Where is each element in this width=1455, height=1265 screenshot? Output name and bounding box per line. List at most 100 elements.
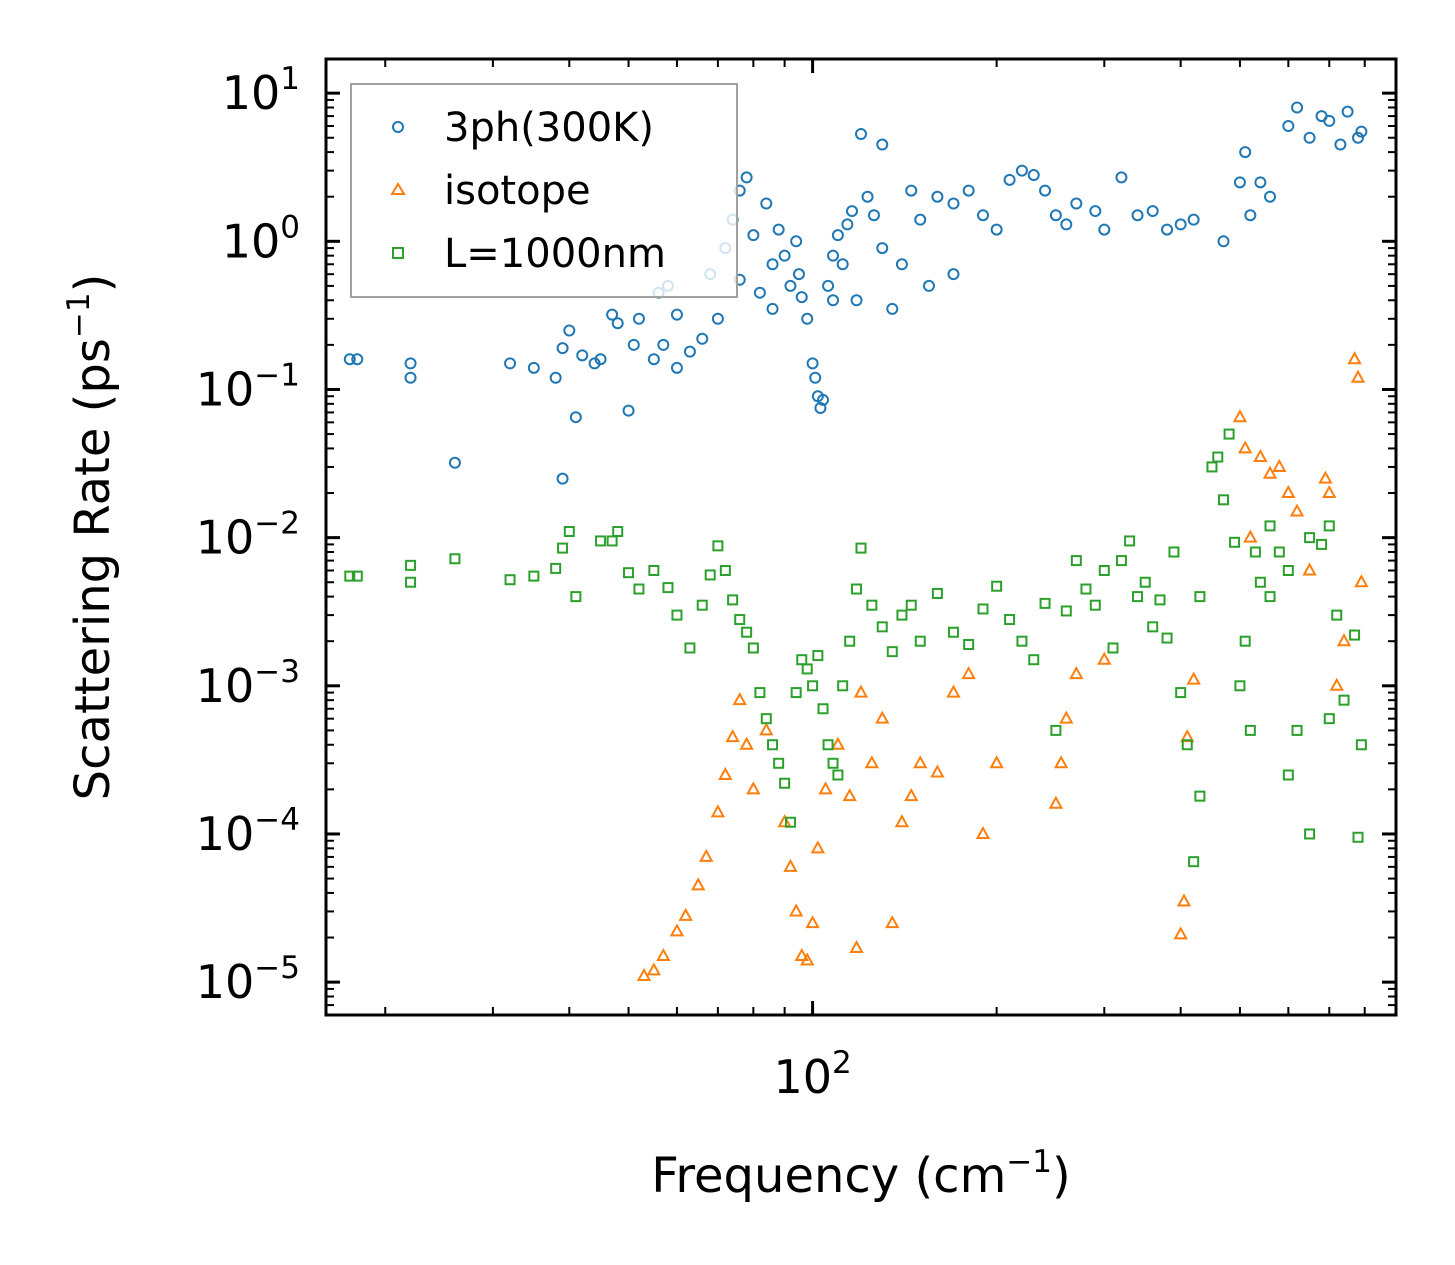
data-point xyxy=(504,574,516,586)
data-point xyxy=(947,626,959,638)
data-point xyxy=(747,642,759,654)
data-point xyxy=(905,599,917,611)
data-point xyxy=(623,567,635,579)
series-2 xyxy=(344,428,1367,868)
data-point xyxy=(767,739,779,751)
y-axis-label-tail: ) xyxy=(65,274,121,293)
legend-label-3ph: 3ph(300K) xyxy=(444,105,654,151)
data-point xyxy=(683,345,696,358)
data-point xyxy=(812,650,824,662)
data-point xyxy=(885,915,900,929)
data-point xyxy=(930,764,945,778)
data-point xyxy=(1069,665,1084,680)
data-point xyxy=(1188,856,1200,868)
data-point xyxy=(817,703,829,715)
data-point xyxy=(732,692,747,706)
data-point xyxy=(977,603,989,615)
data-point xyxy=(1336,633,1352,647)
data-point xyxy=(753,286,766,299)
data-point xyxy=(576,349,589,362)
data-point xyxy=(947,197,960,210)
data-point xyxy=(747,229,760,242)
data-point xyxy=(977,209,990,222)
data-point xyxy=(1244,724,1256,736)
data-point xyxy=(594,353,607,366)
data-point xyxy=(814,401,827,414)
data-point xyxy=(849,939,864,953)
data-point xyxy=(527,361,540,374)
data-point xyxy=(855,542,867,554)
data-point xyxy=(1323,520,1335,532)
data-point xyxy=(1262,465,1278,479)
data-point xyxy=(1218,494,1230,506)
data-point xyxy=(1173,926,1188,940)
data-point xyxy=(989,755,1004,769)
data-point xyxy=(1147,621,1159,633)
data-point xyxy=(788,903,804,917)
data-point xyxy=(827,757,839,769)
data-point xyxy=(837,680,849,692)
data-point xyxy=(963,639,975,651)
x-axis-label-tail: ) xyxy=(1052,1148,1071,1204)
data-point xyxy=(1282,120,1295,133)
data-point xyxy=(961,665,976,680)
x-axis-label-main: Frequency (cm xyxy=(651,1148,1006,1204)
data-point xyxy=(1264,520,1276,532)
data-point xyxy=(962,184,975,197)
data-point xyxy=(1352,831,1364,843)
data-point xyxy=(1303,131,1316,144)
data-point xyxy=(1264,591,1276,603)
data-point xyxy=(662,582,674,594)
data-point xyxy=(1187,213,1200,226)
data-point xyxy=(1003,173,1016,186)
data-point xyxy=(861,190,874,203)
data-point xyxy=(1272,458,1287,472)
x-tick-labels: 102 xyxy=(773,1045,851,1104)
y-tick-labels: 101 100 10−1 10−2 10−3 10−4 10−5 xyxy=(196,61,300,1009)
data-point xyxy=(556,342,569,355)
data-point xyxy=(1107,642,1119,654)
data-point xyxy=(1060,605,1072,617)
data-point xyxy=(1355,739,1367,751)
data-point xyxy=(1146,205,1159,218)
data-point xyxy=(931,190,944,203)
data-point xyxy=(830,736,846,750)
data-point xyxy=(1175,687,1187,699)
legend-box xyxy=(350,83,738,298)
data-point xyxy=(404,371,417,384)
data-point xyxy=(896,609,908,621)
data-point xyxy=(818,781,833,795)
data-point xyxy=(841,218,854,231)
data-point xyxy=(766,258,779,271)
data-point xyxy=(1016,635,1028,647)
data-point xyxy=(1329,677,1344,691)
data-point xyxy=(449,553,461,565)
data-point xyxy=(991,580,1003,592)
data-point xyxy=(1217,235,1230,248)
data-point xyxy=(557,542,569,554)
data-point xyxy=(1331,609,1343,621)
data-point xyxy=(718,766,733,781)
data-point xyxy=(790,235,803,248)
data-point xyxy=(343,353,356,366)
data-point xyxy=(1239,635,1251,647)
data-point xyxy=(684,642,696,654)
data-point xyxy=(773,757,785,769)
data-point xyxy=(1186,671,1201,685)
data-point xyxy=(1181,739,1193,751)
y-tick-label: 100 xyxy=(222,209,300,268)
data-point xyxy=(1254,176,1267,189)
legend-label-isotope: isotope xyxy=(444,168,591,214)
data-point xyxy=(633,583,645,595)
data-point xyxy=(827,249,840,262)
data-point xyxy=(905,184,918,197)
data-point xyxy=(734,614,746,626)
x-axis-label-sup: −1 xyxy=(1006,1144,1052,1180)
y-tick-label: 10−1 xyxy=(196,357,300,416)
data-point xyxy=(1352,131,1365,144)
data-point xyxy=(1039,184,1052,197)
data-point xyxy=(886,302,899,315)
data-point xyxy=(1206,461,1218,473)
data-point xyxy=(784,816,796,828)
data-point xyxy=(1161,223,1174,236)
